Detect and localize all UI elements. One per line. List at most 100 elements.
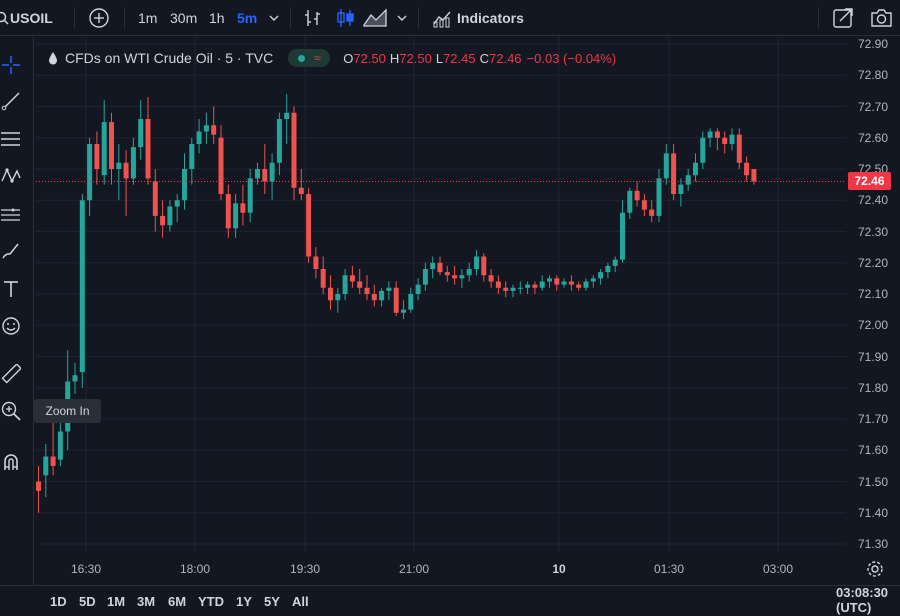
candle-body [328,287,333,301]
interval-1h[interactable]: 1h [209,10,225,26]
emoji-icon[interactable] [0,313,22,339]
candle-body [532,284,538,288]
compare-symbol-button[interactable] [88,0,110,36]
candle-body [393,287,399,313]
candle-body [729,134,735,144]
candle-body [444,272,450,276]
pattern-icon[interactable] [0,163,22,189]
candle-body [422,269,428,285]
search-icon[interactable] [0,0,12,36]
market-status-badge[interactable]: ≈ [288,49,331,67]
candle-body [320,269,326,288]
range-button-3m[interactable]: 3M [137,593,156,609]
indicators-icon[interactable] [431,0,453,36]
zoom-in-icon[interactable] [0,398,22,424]
candle-body [408,294,414,310]
candle-body [57,431,63,460]
candle-body [386,287,392,291]
price-chart[interactable] [36,37,846,585]
open-label: O [343,50,354,66]
candle-body [744,162,750,176]
bottom-toolbar: 1D 5D 1M 3M 6M YTD 1Y 5Y All [0,585,900,615]
time-axis[interactable]: 16:30 18:00 19:30 21:00 10 01:30 03:00 [36,552,900,585]
snapshot-share-icon[interactable] [832,0,854,36]
candle-body [291,112,297,188]
ruler-icon[interactable] [0,361,22,387]
area-chart-icon[interactable] [362,0,388,36]
price-tick-label: 71.60 [858,443,889,458]
divider [124,7,125,29]
status-dot-icon [297,54,305,62]
candle-body [598,272,604,279]
crosshair-icon[interactable] [0,52,22,78]
range-button-5y[interactable]: 5Y [264,593,280,609]
candle-body [43,456,49,476]
price-tick-label: 71.70 [858,412,889,426]
candle-body [510,287,516,291]
candle-body [466,269,472,276]
candle-body [225,194,231,229]
candle-body [620,212,625,260]
candles-icon[interactable] [334,0,356,36]
chevron-down-icon[interactable] [268,0,280,36]
settings-gear-icon[interactable] [866,560,886,580]
candle-body [123,162,129,179]
divider [290,7,291,29]
candle-body [503,287,509,291]
candle-body [276,119,282,163]
interval-1m[interactable]: 1m [138,10,158,26]
candle-body [284,112,290,119]
range-button-1y[interactable]: 1Y [236,593,252,609]
range-button-all[interactable]: All [292,593,309,609]
candle-body [641,200,647,210]
zoom-in-tooltip: Zoom In [34,399,101,423]
candle-body [488,275,494,282]
time-tick-label: 10 [552,562,566,576]
candle-body [342,275,348,294]
price-tick-label: 71.30 [858,537,889,551]
range-button-1d[interactable]: 1D [50,593,67,609]
range-button-ytd[interactable]: YTD [198,593,224,609]
price-tick-label: 71.80 [858,380,889,395]
candle-body [160,215,166,226]
candle-body [481,256,487,276]
chevron-down-icon[interactable] [396,0,408,36]
bar-style-icon[interactable] [302,0,324,36]
candle-body [656,178,662,216]
price-tick-label: 72.80 [858,68,889,83]
utc-clock[interactable]: 03:08:30 (UTC) [836,585,889,615]
candle-body [714,131,720,138]
candle-body [452,275,458,279]
drawing-toolbar [0,37,34,585]
fib-icon[interactable] [0,126,22,152]
interval-30m[interactable]: 30m [170,10,198,26]
candle-body [269,162,275,182]
indicators-button[interactable]: Indicators [457,10,524,26]
time-tick-label: 03:00 [762,562,794,576]
range-button-6m[interactable]: 6M [168,593,187,609]
chart-grid [36,37,846,552]
candle-body [138,119,144,148]
candle-body [211,125,217,135]
price-axis[interactable]: 72.90 72.80 72.70 72.60 72.50 72.40 72.30 72.20… [846,37,900,585]
camera-icon[interactable] [869,0,893,36]
candle-body [605,265,611,273]
candle-body [306,194,312,257]
symbol-button[interactable]: USOIL [10,10,53,26]
trend-line-icon[interactable] [0,88,22,114]
interval-5m-active[interactable]: 5m [237,10,258,26]
candle-body [495,281,501,288]
range-button-1m[interactable]: 1M [107,593,126,609]
candle-body [539,281,545,288]
candle-body [437,262,443,273]
brush-icon[interactable] [0,238,22,264]
range-button-5d[interactable]: 5D [79,593,96,609]
text-icon[interactable] [0,276,22,302]
candle-body [722,137,728,144]
time-tick-label: 18:00 [179,562,211,576]
prediction-icon[interactable] [0,201,22,227]
time-tick-label: 19:30 [289,562,321,576]
candle-body [576,284,582,288]
candle-body [693,162,698,176]
magnet-icon[interactable] [0,449,22,475]
